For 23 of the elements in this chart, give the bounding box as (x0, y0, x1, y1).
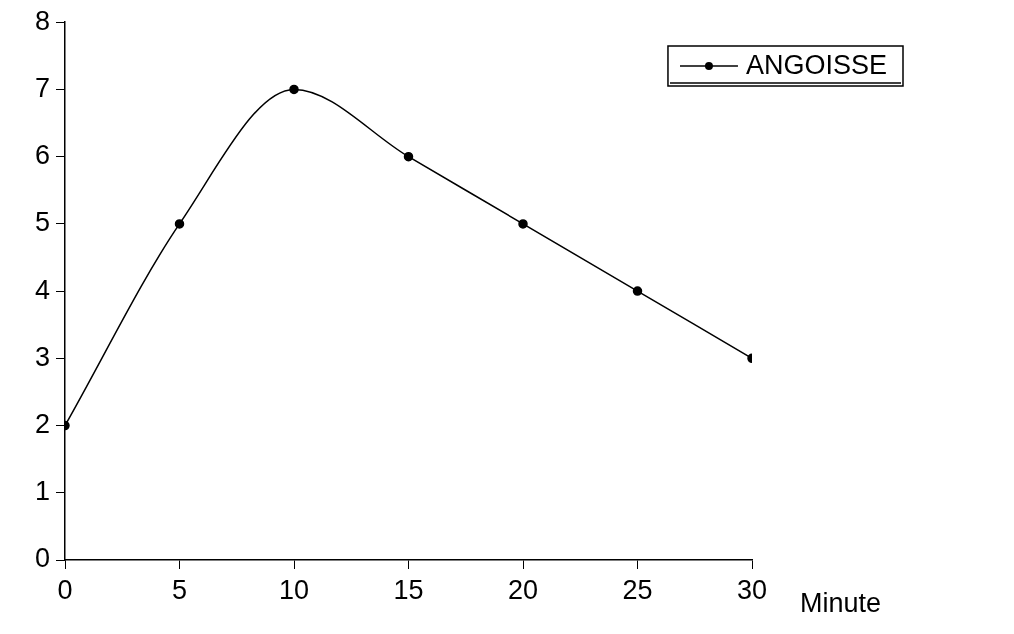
y-tick-label: 2 (34, 409, 50, 439)
y-tick-label: 7 (34, 72, 50, 103)
y-tick-label: 1 (34, 476, 50, 507)
x-tick-label: 25 (622, 574, 653, 605)
y-tick-label: 4 (34, 274, 50, 305)
x-tick-label: 15 (393, 574, 424, 605)
point (289, 84, 299, 95)
x-tick-label: 0 (57, 574, 73, 605)
x-tick-label: 10 (278, 574, 310, 605)
x-tick-label: 30 (736, 574, 768, 605)
point (632, 286, 643, 296)
legend-label: ANGOISSE (745, 50, 888, 81)
x-axis-title: Minute (800, 588, 882, 618)
point (174, 219, 185, 229)
x-tick-label: 5 (171, 574, 188, 605)
point (403, 151, 414, 162)
y-tick-label: 5 (34, 207, 50, 238)
y-tick-label: 3 (34, 341, 50, 372)
y-tick-label: 8 (34, 5, 50, 36)
point (518, 219, 528, 229)
y-tick-label: 0 (34, 543, 50, 574)
y-tick-label: 6 (34, 140, 50, 171)
x-tick-label: 20 (507, 574, 539, 605)
